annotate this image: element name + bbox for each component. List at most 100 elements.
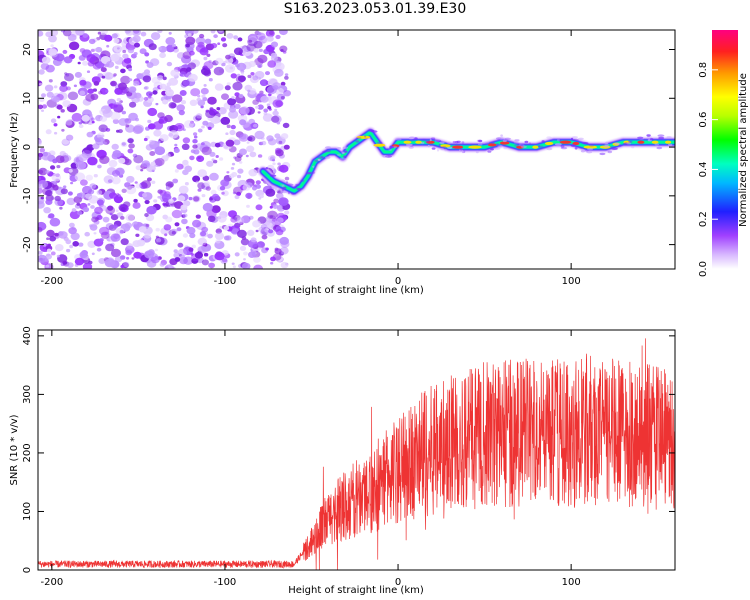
noise-speckle [177,242,184,248]
noise-speckle [283,90,291,97]
signal-fringe [339,157,347,160]
signal-hotspot [403,140,412,144]
noise-speckle [45,31,53,38]
signal-fringe [494,147,501,150]
noise-speckle [265,188,276,197]
colorbar-gradient [712,30,738,269]
signal-fringe [513,141,519,144]
noise-speckle [255,183,259,187]
noise-speckle [121,188,127,193]
noise-speckle [45,129,52,135]
noise-speckle [202,120,209,126]
noise-speckle [118,82,127,91]
signal-fringe [405,143,413,147]
noise-speckle [127,138,134,144]
noise-speckle [148,43,157,51]
noise-speckle [193,135,198,139]
noise-speckle [41,93,46,98]
signal-fringe [637,136,644,139]
signal-fringe [291,192,295,195]
noise-speckle [215,57,224,65]
noise-speckle [140,31,147,37]
noise-speckle [159,83,167,90]
signal-fringe [657,134,665,137]
noise-speckle [276,192,284,200]
signal-hotspot [559,140,572,144]
snr-y-label: SNR (10 * v/v) [9,414,20,485]
noise-speckle [217,42,221,45]
noise-speckle [220,37,227,42]
noise-speckle [225,132,229,135]
noise-speckle [45,264,50,268]
noise-speckle [215,155,219,158]
noise-speckle [45,170,50,174]
noise-speckle [253,123,258,128]
noise-speckle [246,145,255,153]
noise-speckle [171,209,183,219]
noise-speckle [266,103,271,107]
noise-speckle [99,238,104,242]
noise-speckle [125,249,132,256]
signal-fringe [482,141,490,144]
noise-speckle [120,75,131,85]
noise-speckle [151,180,156,184]
noise-speckle [248,88,257,95]
noise-speckle [226,124,231,129]
noise-speckle [157,195,161,199]
noise-speckle [158,46,162,51]
noise-speckle [171,43,176,48]
signal-fringe [650,138,654,141]
noise-speckle [145,223,150,227]
noise-speckle [272,110,279,116]
signal-fringe [461,141,465,144]
noise-speckle [99,115,108,122]
noise-speckle [83,146,93,154]
noise-speckle [183,256,194,265]
noise-speckle [46,91,54,98]
noise-speckle [213,66,225,76]
noise-speckle [68,41,80,51]
noise-speckle [113,195,123,204]
noise-speckle [45,199,53,205]
noise-speckle [214,83,224,91]
noise-speckle [257,241,265,248]
noise-speckle [253,264,264,269]
noise-speckle [125,213,135,222]
noise-speckle [274,108,278,112]
noise-speckle [206,160,214,167]
noise-speckle [242,184,251,191]
page-title: S163.2023.053.01.39.E30 [283,1,467,17]
signal-fringe [325,149,331,153]
noise-speckle [210,115,221,125]
noise-speckle [101,75,106,79]
noise-speckle [43,207,51,214]
signal-fringe [503,146,507,150]
noise-speckle [272,204,279,210]
spectrogram-y-tick-label: 0 [22,144,33,150]
signal-fringe [490,148,494,151]
noise-speckle [178,185,189,194]
noise-speckle [112,118,119,124]
noise-speckle [90,117,95,121]
noise-speckle [117,194,121,197]
noise-speckle [174,143,178,147]
noise-speckle [248,39,253,43]
noise-speckle [203,56,208,61]
noise-speckle [128,78,133,82]
signal-hotspot [426,140,435,144]
signal-fringe [286,183,294,186]
signal-fringe [605,141,609,145]
noise-speckle [205,186,211,191]
signal-fringe [518,144,525,147]
noise-speckle [147,119,152,124]
noise-speckle [201,142,205,146]
colorbar-label: Normalized spectral amplitude [738,73,749,227]
signal-fringe [312,165,315,168]
noise-speckle [174,257,181,262]
snr-y-tick-label: 400 [22,326,33,345]
noise-speckle [114,256,123,263]
signal-fringe [435,139,441,142]
noise-speckle [79,79,87,86]
noise-speckle [112,74,116,78]
